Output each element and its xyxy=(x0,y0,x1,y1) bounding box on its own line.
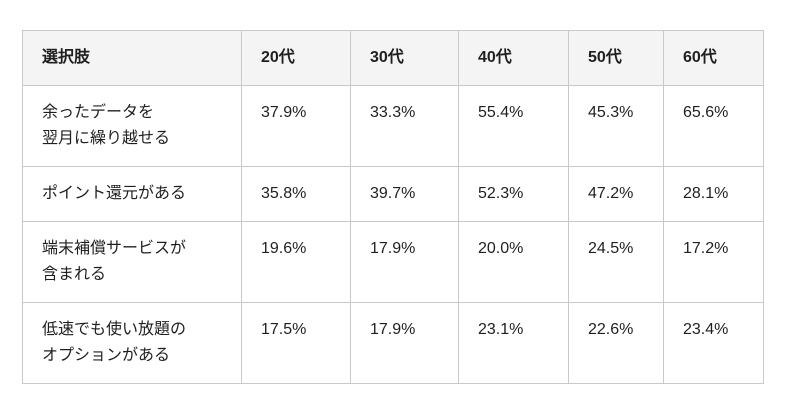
row-label: 低速でも使い放題の オプションがある xyxy=(22,302,242,384)
cell-value: 45.3% xyxy=(568,85,664,167)
cell-value: 22.6% xyxy=(568,302,664,384)
row-label: ポイント還元がある xyxy=(22,166,242,222)
cell-value: 65.6% xyxy=(663,85,764,167)
cell-value: 20.0% xyxy=(458,221,569,303)
row-label: 余ったデータを 翌月に繰り越せる xyxy=(22,85,242,167)
survey-results-table: 選択肢 20代 30代 40代 50代 60代 余ったデータを 翌月に繰り越せる… xyxy=(22,30,764,384)
header-row: 選択肢 20代 30代 40代 50代 60代 xyxy=(22,30,764,86)
table-row-device-warranty: 端末補償サービスが 含まれる 19.6% 17.9% 20.0% 24.5% 1… xyxy=(22,221,764,303)
cell-value: 17.2% xyxy=(663,221,764,303)
cell-value: 37.9% xyxy=(241,85,351,167)
cell-value: 39.7% xyxy=(350,166,459,222)
cell-value: 24.5% xyxy=(568,221,664,303)
cell-value: 55.4% xyxy=(458,85,569,167)
table-row-point-reward: ポイント還元がある 35.8% 39.7% 52.3% 47.2% 28.1% xyxy=(22,166,764,222)
table-row-carryover-data: 余ったデータを 翌月に繰り越せる 37.9% 33.3% 55.4% 45.3%… xyxy=(22,85,764,167)
cell-value: 33.3% xyxy=(350,85,459,167)
cell-value: 17.9% xyxy=(350,302,459,384)
column-header-30s: 30代 xyxy=(350,30,459,86)
row-label: 端末補償サービスが 含まれる xyxy=(22,221,242,303)
column-header-50s: 50代 xyxy=(568,30,664,86)
cell-value: 28.1% xyxy=(663,166,764,222)
table-row-unlimited-lowspeed: 低速でも使い放題の オプションがある 17.5% 17.9% 23.1% 22.… xyxy=(22,302,764,384)
cell-value: 23.1% xyxy=(458,302,569,384)
cell-value: 17.9% xyxy=(350,221,459,303)
cell-value: 47.2% xyxy=(568,166,664,222)
column-header-choice: 選択肢 xyxy=(22,30,242,86)
column-header-60s: 60代 xyxy=(663,30,764,86)
column-header-20s: 20代 xyxy=(241,30,351,86)
cell-value: 23.4% xyxy=(663,302,764,384)
cell-value: 52.3% xyxy=(458,166,569,222)
cell-value: 17.5% xyxy=(241,302,351,384)
cell-value: 35.8% xyxy=(241,166,351,222)
column-header-40s: 40代 xyxy=(458,30,569,86)
cell-value: 19.6% xyxy=(241,221,351,303)
